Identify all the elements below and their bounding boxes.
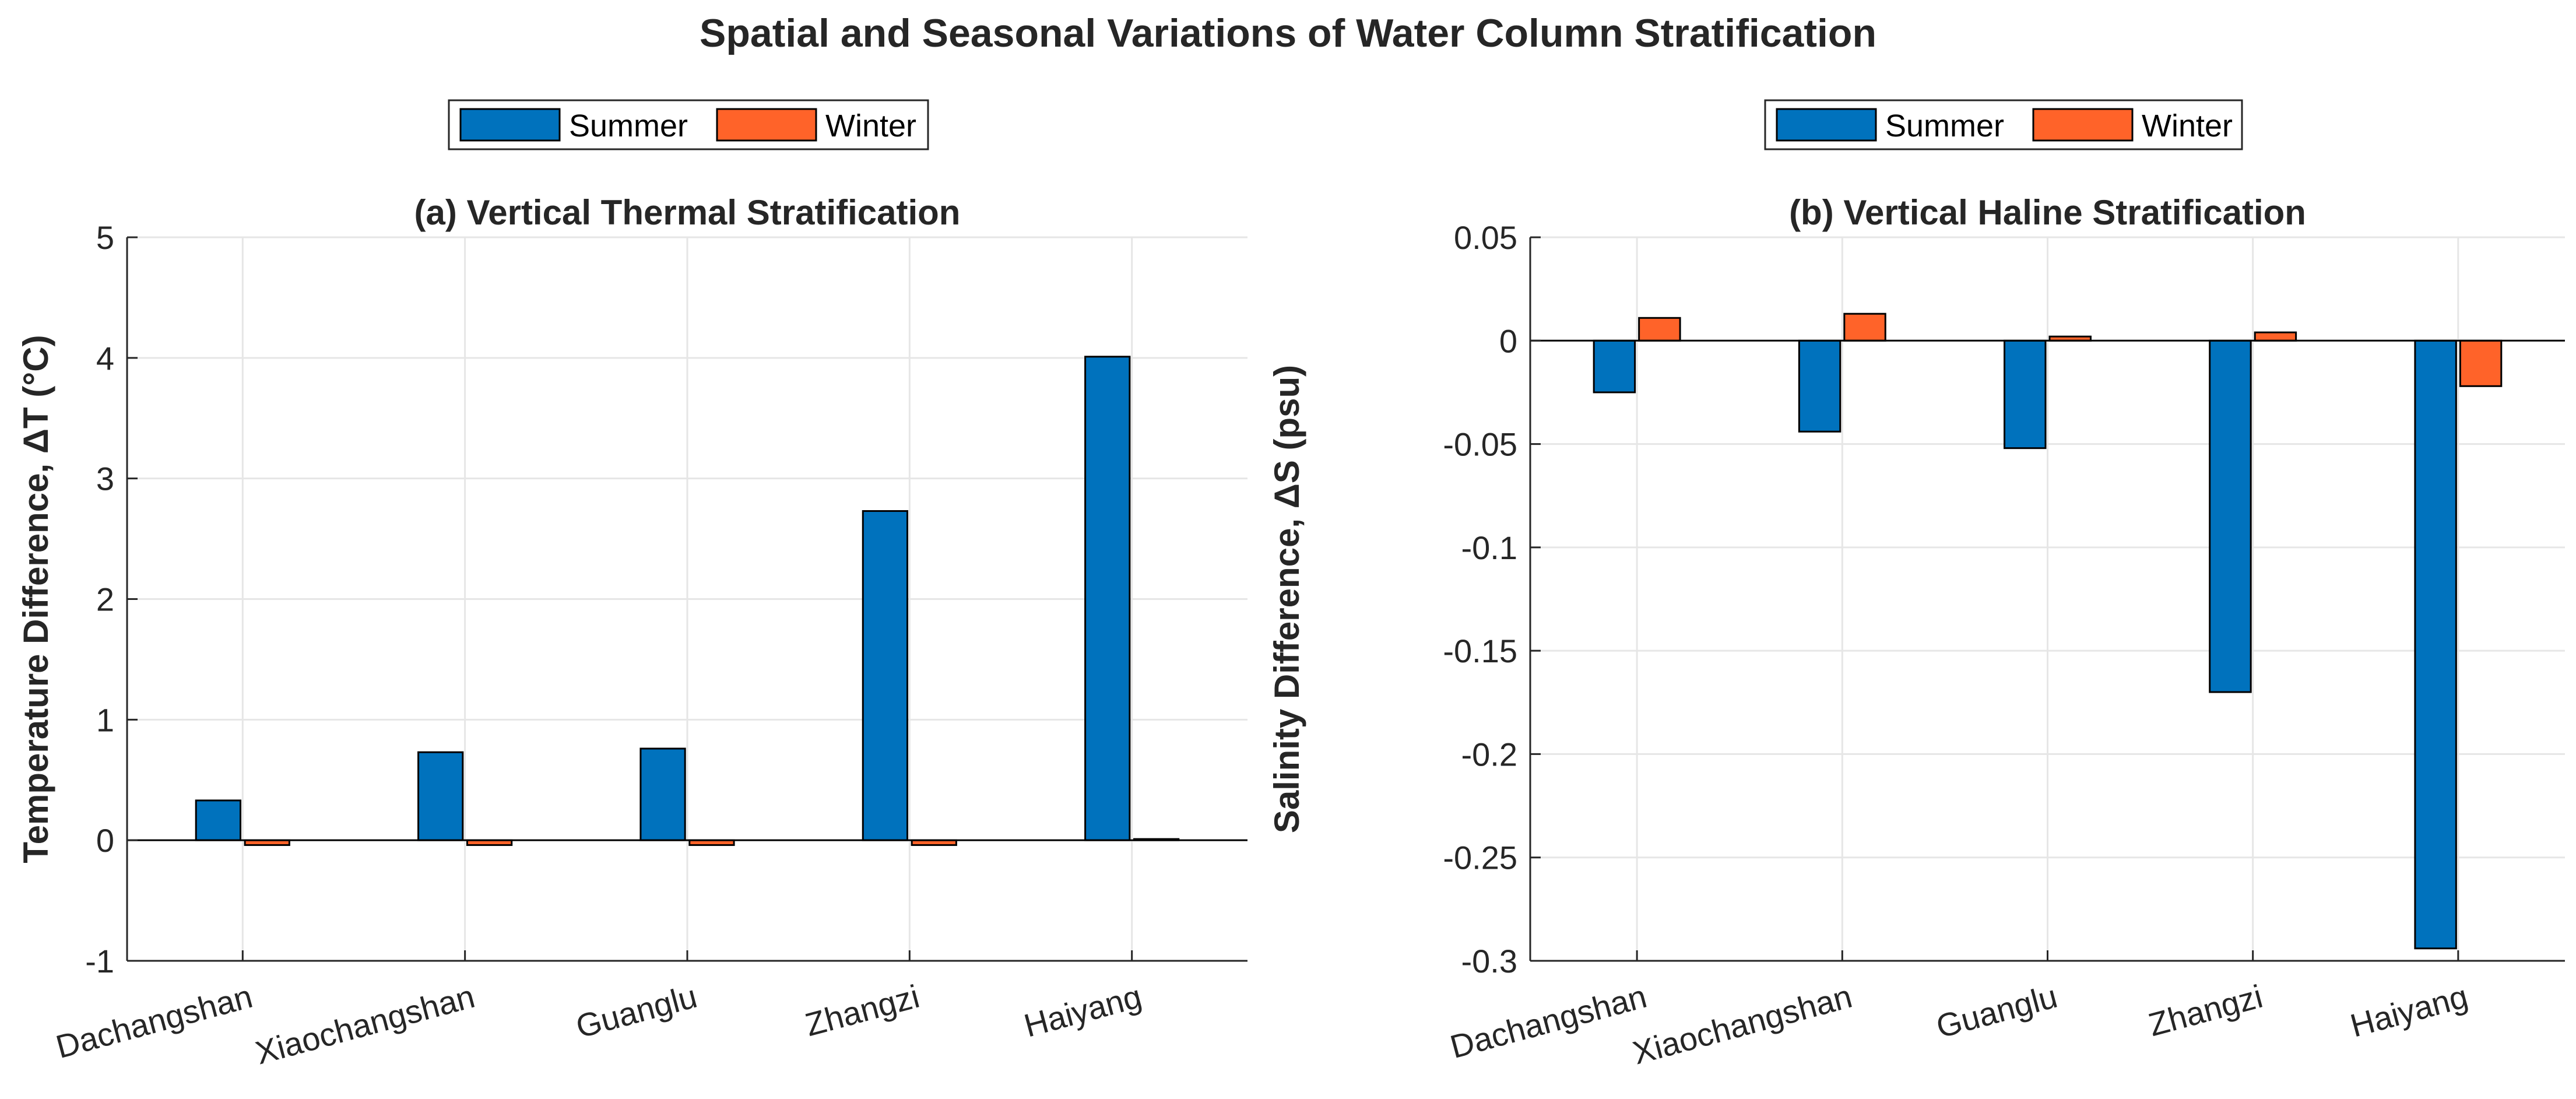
bar-winter-zhangzi [2254,331,2297,342]
x-tick-label: Guanglu [572,978,701,1045]
y-tick-label: -0.3 [1461,943,1518,979]
chart-panel-haline: -0.3 -0.25 -0.2 -0.15 -0.1 -0.05 0 0.05 Dachangs… [1267,99,2565,1072]
bar-winter-haiyang [2459,339,2503,387]
legend-label-winter: Winter [2142,108,2233,143]
y-axis-label: Temperature Difference, ΔT (°C) [16,335,55,863]
x-tick-label: Haiyang [2346,978,2472,1044]
bar-summer-zhangzi [2209,339,2252,693]
bar-summer-haiyang [1084,356,1131,841]
legend: Summer Winter [1764,99,2243,150]
bar-winter-xiaochangshan [1843,313,1886,342]
bar-summer-xiaochangshan [1798,339,1841,433]
legend-swatch-summer [1776,108,1877,142]
x-tick-label: Zhangzi [802,978,923,1043]
legend-swatch-winter [716,108,817,142]
bar-summer-dachangshan [1593,339,1636,394]
bar-summer-dachangshan [195,799,241,841]
y-tick-label: -0.05 [1443,426,1517,463]
x-tick-label: Xiaochangshan [252,978,479,1072]
y-tick-label: 1 [96,701,114,738]
legend-label-summer: Summer [1885,108,2004,143]
x-tick-label: Dachangshan [52,978,256,1065]
y-axis-label: Salinity Difference, ΔS (psu) [1267,365,1306,833]
y-tick-label: 2 [96,581,114,618]
legend-swatch-winter [2032,108,2134,142]
y-tick-label: 4 [96,340,114,377]
legend-label-winter: Winter [825,108,916,143]
y-tick-label: -0.1 [1461,529,1518,566]
y-tick-label: 0.05 [1454,219,1517,256]
y-tick-label: -0.15 [1443,633,1517,669]
legend-swatch-summer [459,108,561,142]
panel-title: (a) Vertical Thermal Stratification [414,193,961,232]
y-tick-label: -1 [85,943,114,979]
y-tick-label: 3 [96,461,114,497]
x-tick-label: Haiyang [1020,978,1145,1044]
legend-label-summer: Summer [569,108,688,143]
y-tick-label: 0 [1499,322,1517,359]
panel-title: (b) Vertical Haline Stratification [1789,193,2306,232]
y-tick-label: -0.2 [1461,736,1518,773]
legend: Summer Winter [448,99,929,150]
x-tick-label: Zhangzi [2145,978,2266,1043]
bar-winter-dachangshan [1638,317,1681,342]
x-tick-label: Guanglu [1932,978,2061,1045]
y-tick-label: 5 [96,219,114,256]
y-tick-label: -0.25 [1443,840,1517,876]
x-tick-label: Xiaochangshan [1629,978,1855,1072]
x-tick-label: Dachangshan [1446,978,1650,1065]
figure-title: Spatial and Seasonal Variations of Water… [700,11,1876,55]
bar-summer-xiaochangshan [417,751,464,841]
bar-summer-guanglu [639,747,686,841]
bar-summer-zhangzi [862,510,909,841]
bar-summer-guanglu [2004,339,2047,450]
bar-summer-haiyang [2414,339,2457,950]
y-tick-label: 0 [96,822,114,859]
